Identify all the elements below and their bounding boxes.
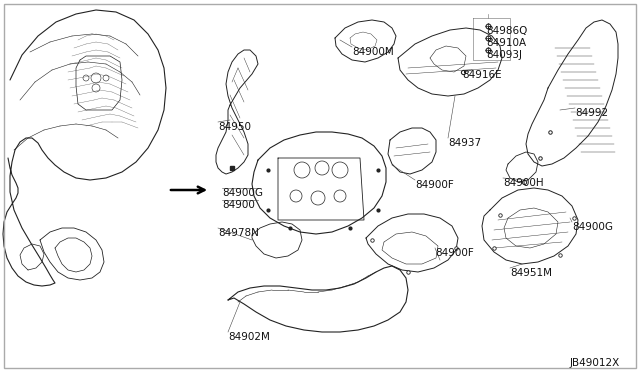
Text: 84916E: 84916E bbox=[462, 70, 502, 80]
Text: 84900: 84900 bbox=[222, 200, 255, 210]
Text: 84900F: 84900F bbox=[435, 248, 474, 258]
Text: 84951M: 84951M bbox=[510, 268, 552, 278]
Text: 84900H: 84900H bbox=[503, 178, 543, 188]
Text: 84910A: 84910A bbox=[486, 38, 526, 48]
Text: 84093J: 84093J bbox=[486, 50, 522, 60]
Text: 84900G: 84900G bbox=[222, 188, 263, 198]
Text: 84900F: 84900F bbox=[415, 180, 454, 190]
Text: 84902M: 84902M bbox=[228, 332, 270, 342]
Text: 84900M: 84900M bbox=[352, 47, 394, 57]
Text: JB49012X: JB49012X bbox=[570, 358, 620, 368]
Text: 84950: 84950 bbox=[218, 122, 251, 132]
Text: 84937: 84937 bbox=[448, 138, 481, 148]
Text: 84986Q: 84986Q bbox=[486, 26, 527, 36]
Text: 84992: 84992 bbox=[575, 108, 608, 118]
Text: 84900G: 84900G bbox=[572, 222, 613, 232]
Text: 84978N: 84978N bbox=[218, 228, 259, 238]
